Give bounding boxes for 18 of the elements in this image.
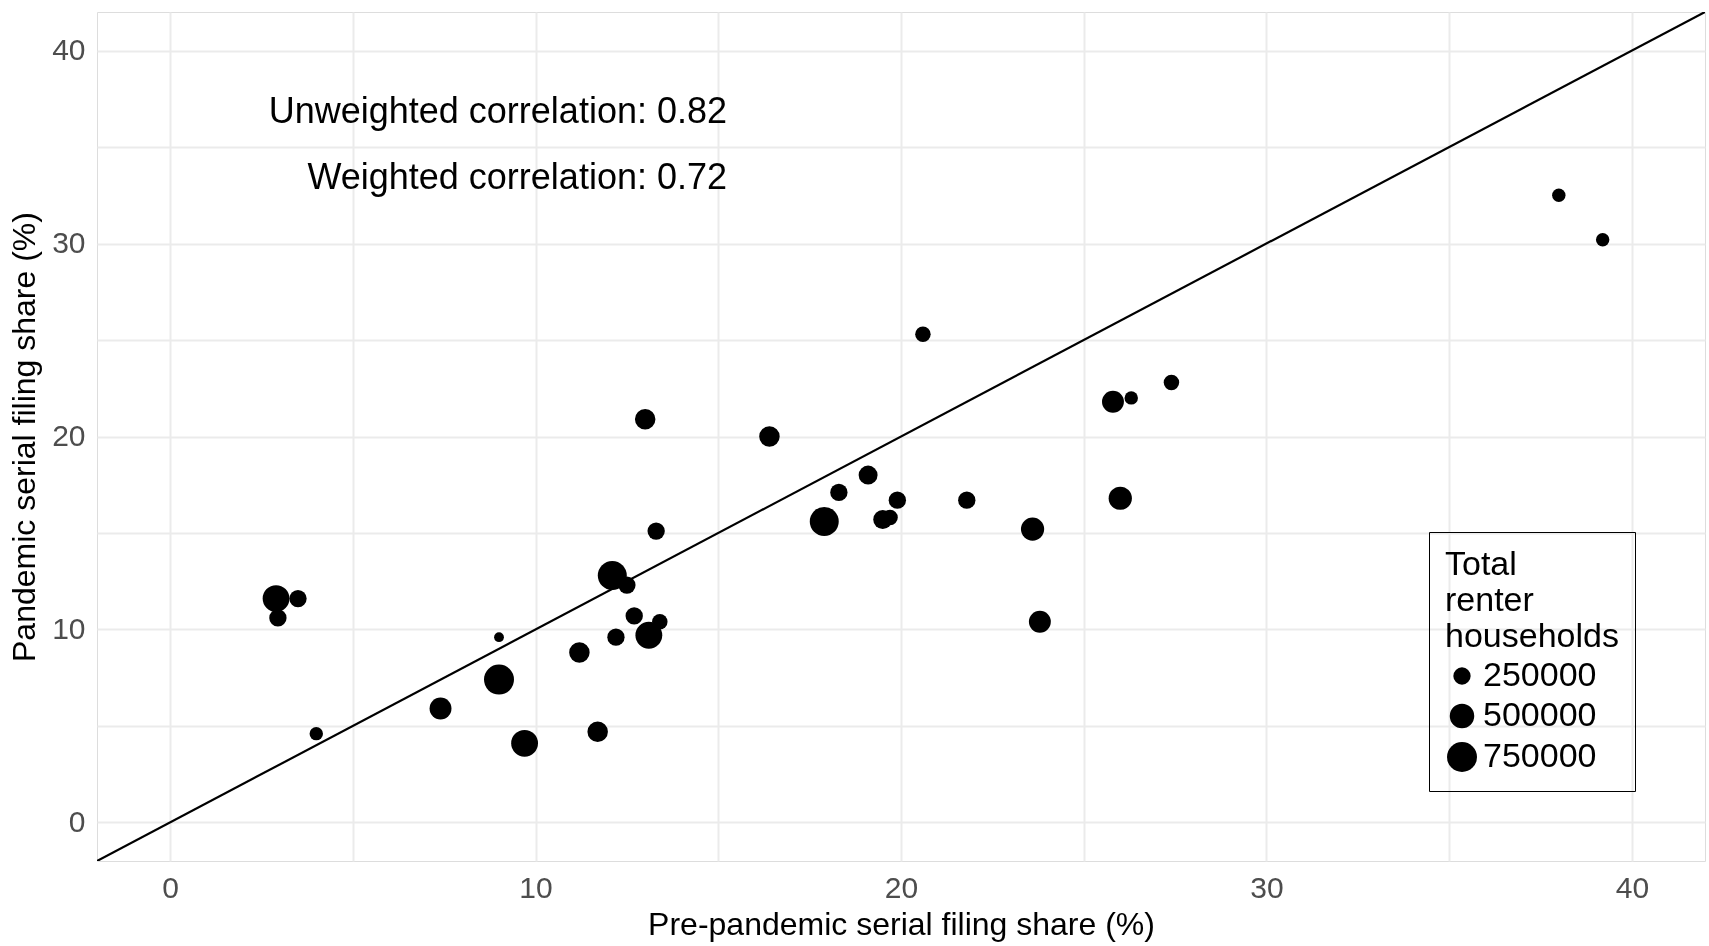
y-tick-label: 10 — [52, 611, 86, 645]
y-tick-label: 40 — [52, 33, 86, 67]
x-tick-label: 40 — [1615, 870, 1650, 904]
y-tick-label: 0 — [68, 804, 86, 838]
legend-label: 750000 — [1483, 736, 1597, 774]
x-tick-label: 0 — [162, 870, 179, 904]
legend-label: 500000 — [1483, 695, 1597, 733]
annotation: Weighted correlation: 0.72 — [307, 156, 727, 197]
y-axis-title: Pandemic serial filing share (%) — [6, 212, 43, 662]
x-axis-title: Pre-pandemic serial filing share (%) — [648, 905, 1155, 942]
x-tick-label: 10 — [519, 870, 553, 904]
legend-label: 250000 — [1483, 655, 1597, 693]
x-tick-label: 20 — [884, 870, 919, 904]
legend-title: Total renter households — [1445, 544, 1619, 654]
x-tick-label: 30 — [1250, 870, 1284, 904]
annotation: Unweighted correlation: 0.82 — [268, 90, 727, 131]
y-tick-label: 30 — [52, 226, 86, 260]
y-tick-label: 20 — [52, 419, 86, 452]
